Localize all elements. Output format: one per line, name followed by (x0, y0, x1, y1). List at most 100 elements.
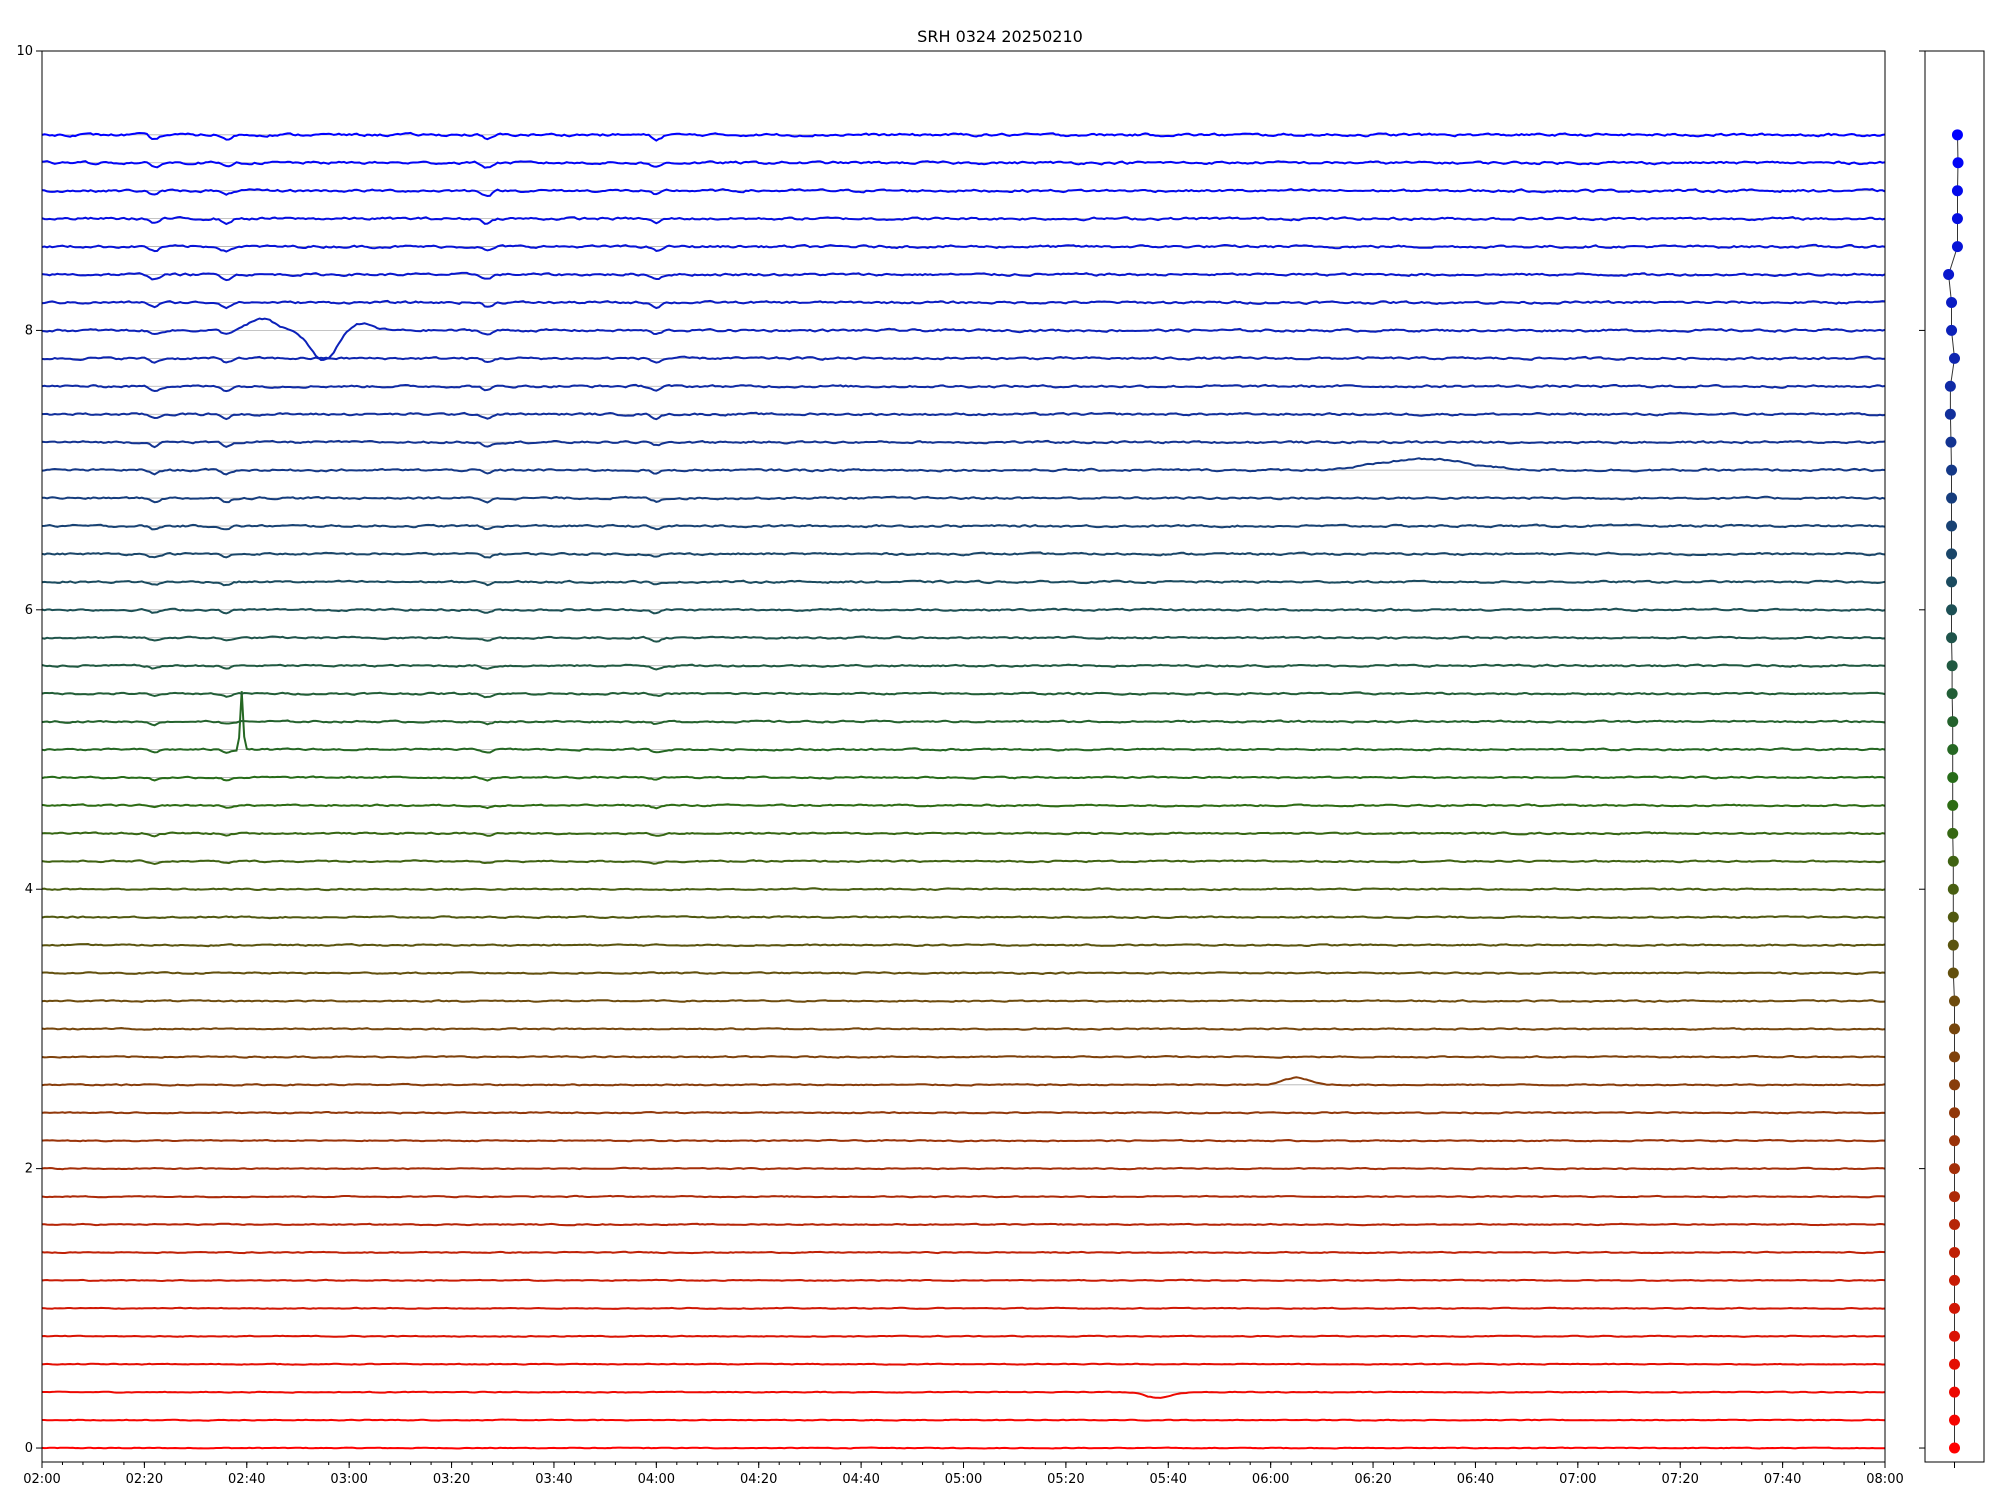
side-marker (1949, 1191, 1960, 1203)
series-line (41, 457, 1886, 476)
series-line (41, 271, 1886, 282)
series-line (41, 1250, 1886, 1255)
series-line (42, 1418, 1886, 1422)
y-tick-label: 8 (25, 323, 33, 338)
x-tick-label: 07:20 (1661, 1472, 1698, 1487)
side-marker (1949, 1107, 1960, 1119)
side-marker (1949, 1274, 1960, 1286)
series-line (42, 1390, 1886, 1399)
series-line (41, 1278, 1886, 1283)
series-line (41, 1138, 1886, 1143)
baseline-gridlines (42, 134, 1885, 1449)
side-marker (1947, 939, 1959, 951)
series-line (41, 215, 1886, 226)
series-line (41, 831, 1886, 838)
x-tick-label: 05:00 (945, 1472, 982, 1487)
x-tick-label: 05:40 (1150, 1472, 1187, 1487)
main-plot-frame (41, 50, 1886, 1463)
x-tick-label: 05:20 (1047, 1472, 1084, 1487)
series-line (41, 1446, 1886, 1450)
series-line (41, 1054, 1886, 1059)
side-marker (1949, 1246, 1960, 1258)
series-line (41, 188, 1886, 198)
side-marker (1949, 1051, 1960, 1063)
series-line (41, 1222, 1886, 1227)
y-tick-label: 4 (25, 882, 33, 897)
x-tick-label: 03:00 (330, 1472, 367, 1487)
series-line (41, 160, 1886, 169)
series-line (41, 859, 1886, 866)
series-line (41, 1362, 1885, 1366)
offset-side-panel (1943, 129, 1964, 1468)
side-marker (1946, 604, 1958, 616)
side-marker (1946, 632, 1958, 644)
side-marker (1946, 576, 1958, 588)
side-marker (1951, 213, 1963, 225)
series-line (41, 317, 1886, 362)
series-line (41, 1076, 1886, 1087)
x-tick-label: 02:20 (126, 1472, 163, 1487)
side-marker (1947, 967, 1959, 979)
x-tick-label: 07:00 (1559, 1472, 1596, 1487)
y-tick-label: 10 (16, 44, 33, 59)
side-marker (1945, 436, 1957, 448)
x-tick-label: 06:20 (1354, 1472, 1391, 1487)
side-marker (1943, 269, 1955, 281)
side-marker (1946, 464, 1958, 476)
x-tick-label: 04:00 (638, 1472, 675, 1487)
x-tick-label: 02:40 (228, 1472, 265, 1487)
side-marker (1949, 1302, 1960, 1314)
series-line (41, 775, 1886, 782)
side-marker (1944, 408, 1956, 420)
side-marker (1949, 1442, 1960, 1454)
side-y-axis (1919, 50, 1925, 1449)
series-line (41, 131, 1886, 142)
side-marker (1949, 1358, 1960, 1370)
side-marker (1946, 520, 1958, 532)
series-line (41, 942, 1886, 948)
side-marker (1949, 995, 1960, 1007)
series-line (41, 551, 1886, 559)
x-tick-label: 03:20 (433, 1472, 470, 1487)
series-line (41, 635, 1886, 643)
side-marker (1949, 1163, 1960, 1175)
series-line (41, 1194, 1886, 1199)
side-marker (1946, 324, 1958, 336)
x-tick-label: 02:00 (23, 1472, 60, 1487)
x-tick-label: 06:40 (1457, 1472, 1494, 1487)
side-marker (1949, 1219, 1960, 1231)
series-line (41, 607, 1886, 615)
y-tick-label: 6 (25, 603, 33, 618)
series-line (41, 439, 1886, 449)
series-line (41, 1026, 1886, 1031)
side-marker (1947, 883, 1959, 895)
series-line (42, 495, 1886, 504)
series-line (41, 1306, 1886, 1310)
side-marker (1944, 380, 1956, 392)
y-axis: 0 2 4 6 8 10 (16, 44, 42, 1456)
series-line (41, 1110, 1886, 1115)
side-marker (1949, 1330, 1960, 1342)
x-axis: 02:00 02:20 02:40 03:00 03:20 03:40 04:00 04:20… (23, 1462, 1904, 1487)
y-tick-label: 0 (25, 1441, 33, 1456)
x-tick-label: 03:40 (535, 1472, 572, 1487)
series-line (41, 523, 1886, 531)
side-marker (1949, 1079, 1960, 1091)
series-line (41, 299, 1886, 310)
series-line (41, 411, 1886, 421)
side-marker (1949, 1135, 1960, 1147)
x-tick-label: 04:20 (740, 1472, 777, 1487)
side-marker (1947, 827, 1959, 839)
side-marker (1946, 548, 1958, 560)
side-marker (1946, 660, 1958, 672)
side-marker (1949, 1386, 1960, 1398)
side-marker (1949, 1023, 1960, 1035)
series-line (41, 803, 1886, 810)
side-plot-frame (1924, 50, 1985, 1463)
series-lines (41, 131, 1886, 1450)
x-tick-label: 08:00 (1866, 1472, 1903, 1487)
x-tick-label: 04:40 (842, 1472, 879, 1487)
series-line (41, 999, 1886, 1003)
series-line (41, 691, 1886, 699)
